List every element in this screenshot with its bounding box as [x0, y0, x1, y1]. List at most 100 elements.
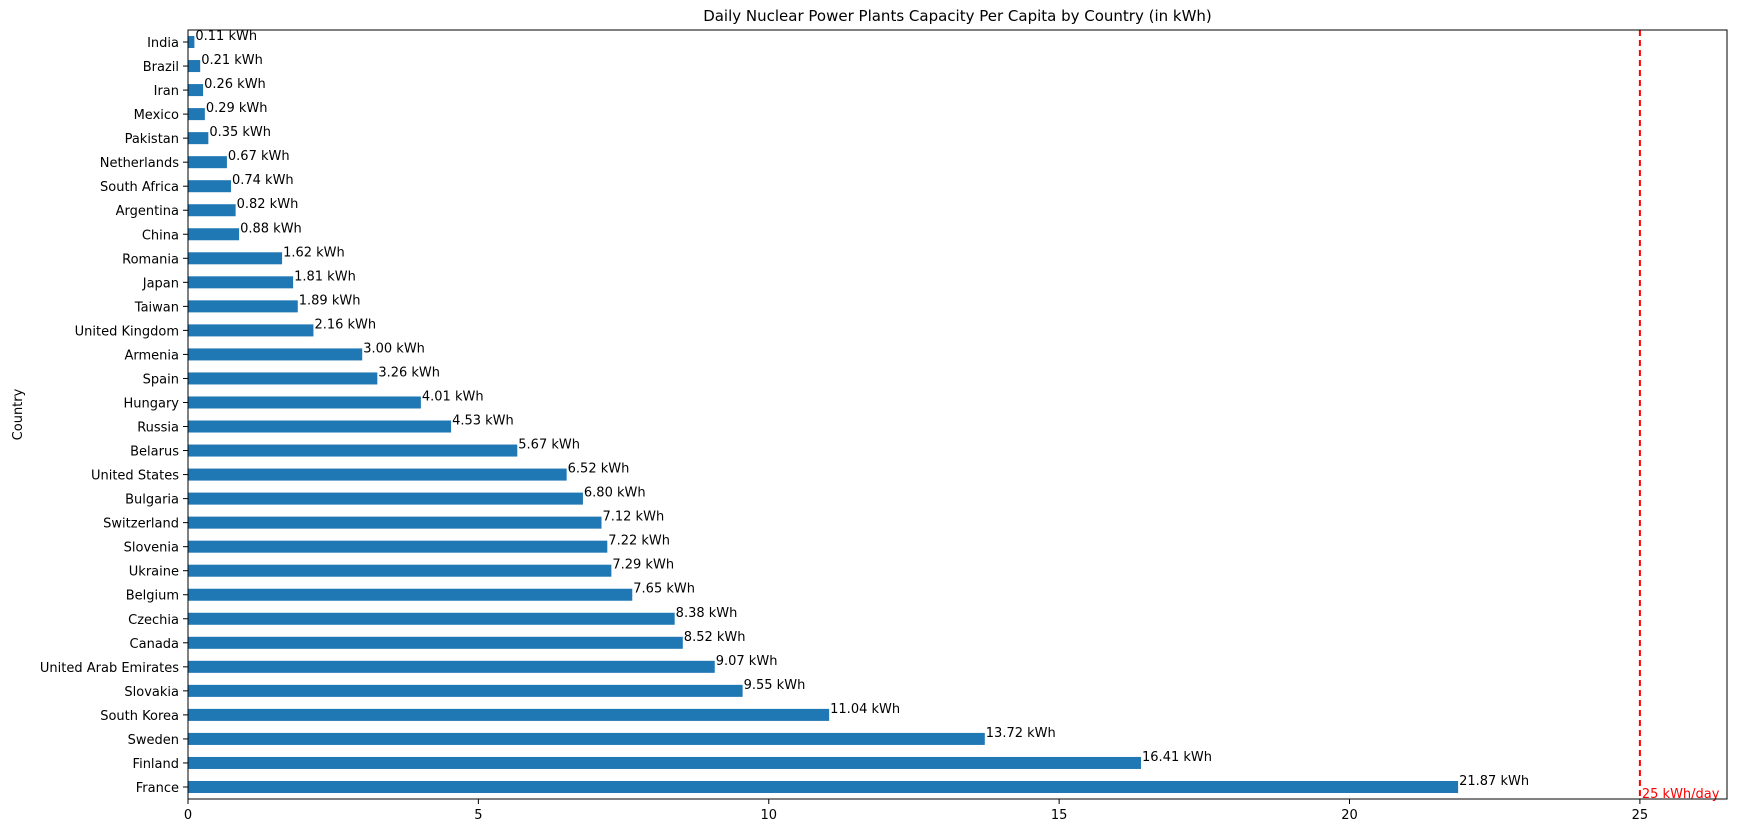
bar-belarus: [188, 444, 518, 457]
y-tick-label-pakistan: Pakistan: [125, 132, 179, 147]
bar-pakistan: [188, 132, 209, 145]
bar-china: [188, 228, 240, 241]
y-tick-label-canada: Canada: [130, 637, 179, 652]
data-label-south-africa: 0.74 kWh: [232, 173, 294, 188]
y-tick-label-south-korea: South Korea: [100, 709, 179, 724]
data-label-ukraine: 7.29 kWh: [612, 558, 674, 573]
bar-spain: [188, 372, 378, 385]
y-tick-label-russia: Russia: [137, 421, 179, 436]
bar-switzerland: [188, 516, 602, 529]
y-tick-label-china: China: [142, 228, 179, 243]
y-tick-label-brazil: Brazil: [143, 60, 179, 75]
bar-taiwan: [188, 300, 298, 313]
y-axis-label: Country: [11, 388, 26, 440]
data-label-brazil: 0.21 kWh: [201, 53, 263, 68]
data-label-japan: 1.81 kWh: [294, 269, 356, 284]
bar-netherlands: [188, 156, 227, 169]
bar-south-korea: [188, 708, 830, 721]
reference-line-group: 25 kWh/day: [1638, 30, 1720, 802]
bar-canada: [188, 636, 683, 649]
data-label-argentina: 0.82 kWh: [237, 197, 299, 212]
bar-slovenia: [188, 540, 608, 553]
y-tick-label-south-africa: South Africa: [100, 180, 179, 195]
y-tick-label-taiwan: Taiwan: [134, 300, 179, 315]
y-tick-label-iran: Iran: [154, 84, 179, 99]
y-tick-label-belgium: Belgium: [126, 589, 179, 604]
data-label-canada: 8.52 kWh: [684, 630, 746, 645]
y-tick-label-sweden: Sweden: [128, 733, 179, 748]
bar-russia: [188, 420, 452, 433]
data-label-czechia: 8.38 kWh: [676, 606, 738, 621]
bar-united-states: [188, 468, 567, 481]
plot-frame: [187, 29, 1728, 800]
bar-czechia: [188, 612, 675, 625]
y-tick-label-argentina: Argentina: [116, 204, 179, 219]
data-label-pakistan: 0.35 kWh: [209, 125, 271, 140]
data-label-china: 0.88 kWh: [240, 221, 302, 236]
data-label-spain: 3.26 kWh: [378, 365, 440, 380]
y-tick-label-czechia: Czechia: [128, 613, 179, 628]
y-tick-label-bulgaria: Bulgaria: [125, 493, 179, 508]
bar-slovakia: [188, 684, 743, 697]
y-tick-label-armenia: Armenia: [125, 348, 180, 363]
data-label-mexico: 0.29 kWh: [206, 101, 268, 116]
bar-bulgaria: [188, 492, 583, 505]
y-tick-label-united-states: United States: [91, 469, 179, 484]
y-tick-label-switzerland: Switzerland: [103, 517, 179, 532]
y-tick-label-slovenia: Slovenia: [124, 541, 179, 556]
y-tick-label-finland: Finland: [133, 757, 179, 772]
data-label-sweden: 13.72 kWh: [986, 726, 1056, 741]
x-tick-label-15: 15: [1051, 808, 1068, 823]
y-tick-label-mexico: Mexico: [134, 108, 179, 123]
bar-belgium: [188, 588, 633, 601]
y-tick-label-hungary: Hungary: [123, 396, 179, 411]
x-tick-label-0: 0: [184, 808, 192, 823]
data-label-russia: 4.53 kWh: [452, 414, 514, 429]
bar-united-arab-emirates: [188, 660, 715, 673]
bar-ukraine: [188, 564, 612, 577]
y-tick-label-romania: Romania: [122, 252, 179, 267]
data-label-united-kingdom: 2.16 kWh: [314, 317, 376, 332]
data-label-belarus: 5.67 kWh: [518, 438, 580, 453]
data-label-armenia: 3.00 kWh: [363, 341, 425, 356]
bar-romania: [188, 252, 283, 265]
chart-title: Daily Nuclear Power Plants Capacity Per …: [703, 7, 1212, 25]
y-tick-label-united-arab-emirates: United Arab Emirates: [40, 661, 179, 676]
y-tick-label-ukraine: Ukraine: [129, 565, 179, 580]
data-label-romania: 1.62 kWh: [283, 245, 345, 260]
y-tick-label-india: India: [147, 36, 179, 51]
data-label-france: 21.87 kWh: [1459, 774, 1529, 789]
data-label-belgium: 7.65 kWh: [633, 582, 695, 597]
bar-argentina: [188, 204, 236, 217]
bar-brazil: [188, 60, 201, 73]
y-axis-ticks: India Brazil Iran Mexico Pakistan Netherlands…: [40, 36, 188, 796]
x-tick-label-10: 10: [760, 808, 777, 823]
data-label-south-korea: 11.04 kWh: [830, 702, 900, 717]
reference-line-label: 25 kWh/day: [1642, 787, 1720, 802]
bars-group: 0.11 kWh 0.21 kWh 0.26 kWh 0.29 kWh 0.35 kWh…: [188, 29, 1529, 793]
bar-armenia: [188, 348, 363, 361]
x-tick-label-25: 25: [1632, 808, 1649, 823]
data-label-slovakia: 9.55 kWh: [744, 678, 806, 693]
y-tick-label-france: France: [136, 781, 179, 796]
data-label-iran: 0.26 kWh: [204, 77, 266, 92]
bar-finland: [188, 756, 1142, 769]
y-tick-label-spain: Spain: [143, 372, 179, 387]
data-label-united-states: 6.52 kWh: [568, 462, 630, 477]
bar-japan: [188, 276, 294, 289]
bar-iran: [188, 84, 204, 97]
data-label-finland: 16.41 kWh: [1142, 750, 1212, 765]
bar-mexico: [188, 108, 205, 121]
data-label-switzerland: 7.12 kWh: [602, 510, 664, 525]
data-label-hungary: 4.01 kWh: [422, 389, 484, 404]
bar-hungary: [188, 396, 421, 409]
data-label-bulgaria: 6.80 kWh: [584, 486, 646, 501]
y-tick-label-japan: Japan: [142, 276, 179, 291]
data-label-taiwan: 1.89 kWh: [299, 293, 361, 308]
x-axis-ticks: 0 5 10 15 20 25: [184, 799, 1648, 823]
x-tick-label-20: 20: [1341, 808, 1358, 823]
bar-united-kingdom: [188, 324, 314, 337]
data-label-india: 0.11 kWh: [195, 29, 257, 44]
x-tick-label-5: 5: [474, 808, 482, 823]
